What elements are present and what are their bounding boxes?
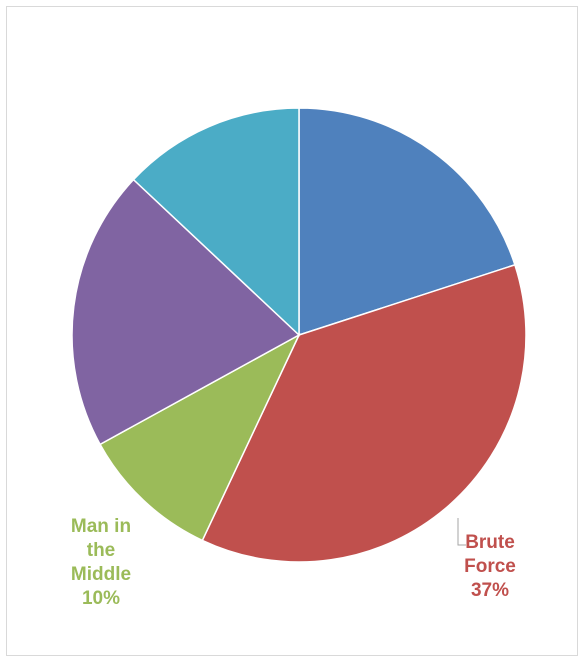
leader-line-brute-force <box>457 518 466 546</box>
data-label-line: the <box>87 540 116 561</box>
pie-slice-unlabeled-5 <box>132 107 300 337</box>
pie-slice-unlabeled-1 <box>298 107 516 337</box>
data-label-percent: 37% <box>471 580 509 601</box>
pie-slice-unlabeled-4 <box>71 178 301 446</box>
data-label-line: Man in <box>71 516 131 537</box>
pie-slice-man-in-the-middle <box>99 333 301 542</box>
data-label-man-in-the-middle: Man in the Middle 10% <box>71 516 131 609</box>
data-label-line: Middle <box>71 564 131 585</box>
pie-slice-brute-force <box>201 263 527 563</box>
data-label-brute-force: Brute Force 37% <box>464 532 516 601</box>
data-label-line: Brute <box>465 532 515 553</box>
data-label-line: Force <box>464 556 516 577</box>
data-label-percent: 10% <box>82 588 120 609</box>
